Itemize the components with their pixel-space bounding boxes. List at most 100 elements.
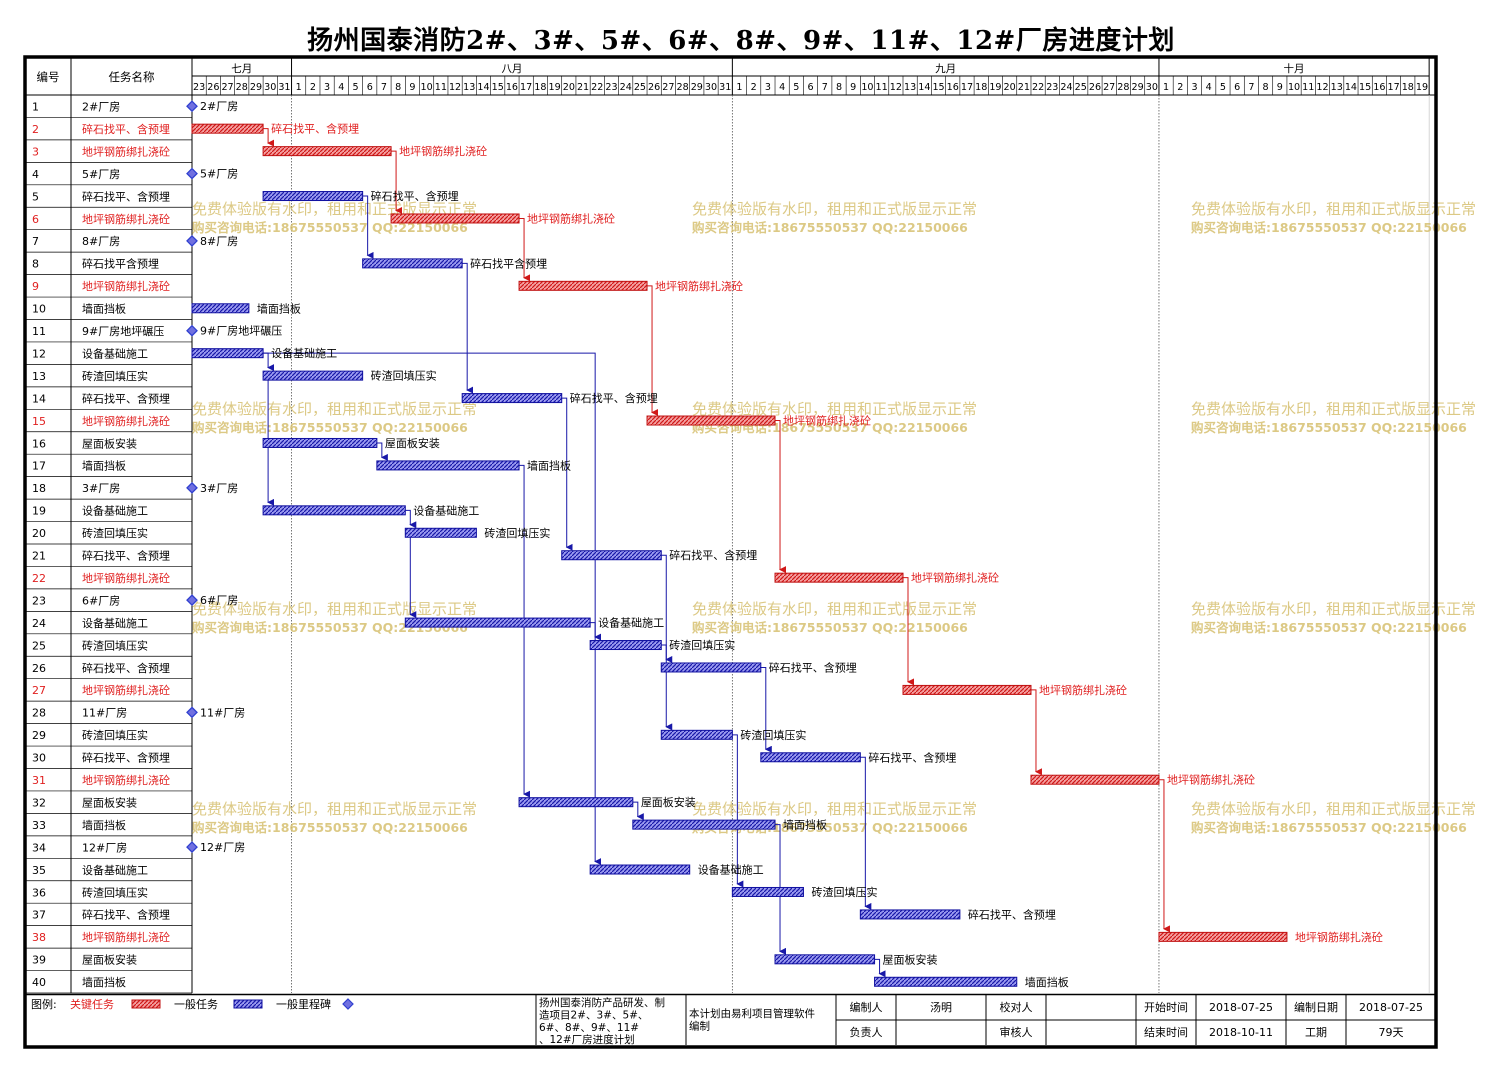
day-tick: 18 <box>1402 82 1414 93</box>
task-bar-16 <box>262 437 378 448</box>
start-value: 2018-07-25 <box>1209 1001 1273 1014</box>
row-task-name: 墙面挡板 <box>82 302 126 316</box>
day-tick: 28 <box>1117 82 1129 93</box>
row-id: 3 <box>32 145 39 158</box>
day-tick: 11 <box>876 82 888 93</box>
day-tick: 4 <box>1206 82 1212 93</box>
task-bar-35 <box>589 864 691 875</box>
task-bar-label: 砖渣回填压实 <box>669 638 735 652</box>
row-task-name: 碎石找平、含预埋 <box>82 661 170 675</box>
milestone-label: 12#厂房 <box>200 841 245 854</box>
month-label: 十月 <box>1284 62 1305 75</box>
task-bar-8 <box>362 258 463 269</box>
row-id: 20 <box>32 527 46 540</box>
row-id: 31 <box>32 774 46 787</box>
checker-label: 校对人 <box>1000 1000 1033 1014</box>
row-id: 27 <box>32 684 46 697</box>
day-tick: 15 <box>492 82 504 93</box>
task-bar-14 <box>461 393 563 404</box>
row-task-name: 地坪钢筋绑扎浇砼 <box>82 212 170 226</box>
day-tick: 12 <box>449 82 461 93</box>
row-id: 36 <box>32 886 46 899</box>
row-id: 38 <box>32 931 46 944</box>
row-task-name: 设备基础施工 <box>82 863 148 877</box>
task-bar-label: 砖渣回填压实 <box>484 526 550 540</box>
day-tick: 19 <box>1416 82 1428 93</box>
day-tick: 8 <box>395 82 401 93</box>
task-bar-label: 设备基础施工 <box>698 863 764 877</box>
day-tick: 6 <box>808 82 814 93</box>
row-task-name: 8#厂房 <box>82 235 120 248</box>
row-id: 35 <box>32 864 46 877</box>
day-tick: 19 <box>549 82 561 93</box>
compiler-value: 汤明 <box>930 1000 952 1014</box>
row-id: 22 <box>32 572 46 585</box>
day-tick: 12 <box>890 82 902 93</box>
task-bar-36 <box>731 886 804 897</box>
task-bar-38 <box>1158 931 1288 942</box>
row-task-name: 2#厂房 <box>82 101 120 114</box>
task-bar-label: 设备基础施工 <box>598 616 664 630</box>
day-tick: 13 <box>904 82 916 93</box>
row-id: 10 <box>32 303 46 316</box>
task-bar-label: 屋面板安装 <box>883 952 938 966</box>
task-bar-label: 地坪钢筋绑扎浇砼 <box>1039 683 1127 697</box>
dependency-arrow <box>647 285 659 417</box>
row-task-name: 碎石找平、含预埋 <box>82 391 170 405</box>
dependency-arrow <box>661 644 673 731</box>
row-task-name: 墙面挡板 <box>82 975 126 989</box>
day-tick: 23 <box>193 82 205 93</box>
row-task-name: 11#厂房 <box>82 707 127 720</box>
task-bar-32 <box>518 797 634 808</box>
dependency-arrow <box>775 824 787 955</box>
day-tick: 31 <box>719 82 731 93</box>
row-id: 37 <box>32 909 46 922</box>
dependency-arrow <box>405 509 417 529</box>
watermark-line1: 免费体验版有水印，租用和正式版显示正常 <box>192 400 477 418</box>
dependency-arrow <box>519 217 531 282</box>
day-tick: 6 <box>367 82 373 93</box>
milestone-marker <box>186 324 198 337</box>
row-task-name: 地坪钢筋绑扎浇砼 <box>82 144 170 158</box>
day-tick: 25 <box>634 82 646 93</box>
task-bar-21 <box>561 550 662 561</box>
milestone-marker <box>186 481 198 494</box>
watermark-line1: 免费体验版有水印，租用和正式版显示正常 <box>1191 600 1476 618</box>
reviewer-label: 审核人 <box>1000 1025 1033 1039</box>
task-bar-label: 地坪钢筋绑扎浇砼 <box>527 211 615 225</box>
task-bar-24 <box>404 617 591 628</box>
task-bar-label: 设备基础施工 <box>413 503 479 517</box>
row-id: 6 <box>32 213 39 226</box>
day-tick: 2 <box>1177 82 1183 93</box>
row-id: 39 <box>32 954 46 967</box>
watermark-line1: 免费体验版有水印，租用和正式版显示正常 <box>192 800 477 818</box>
header-no: 编号 <box>37 70 60 84</box>
task-bar-15 <box>646 415 776 426</box>
day-tick: 3 <box>1191 82 1197 93</box>
day-tick: 23 <box>1046 82 1058 93</box>
task-bar-label: 砖渣回填压实 <box>740 728 806 742</box>
dependency-arrow <box>860 756 872 910</box>
milestone-marker <box>186 594 198 607</box>
task-bar-39 <box>774 954 876 965</box>
task-bar-label: 墙面挡板 <box>257 301 301 315</box>
day-tick: 10 <box>861 82 873 93</box>
row-id: 32 <box>32 796 46 809</box>
dependency-arrow <box>1158 779 1170 933</box>
milestone-marker <box>186 841 198 853</box>
row-task-name: 砖渣回填压实 <box>82 526 148 540</box>
day-tick: 15 <box>1359 82 1371 93</box>
footer-project-name: 扬州国泰消防产品研发、制造项目2#、3#、5#、 6#、8#、9#、11#、12#… <box>539 996 665 1046</box>
task-bar-2 <box>191 123 264 134</box>
day-tick: 8 <box>836 82 842 93</box>
row-id: 33 <box>32 819 46 832</box>
task-bar-label: 地坪钢筋绑扎浇砼 <box>655 279 743 293</box>
row-id: 34 <box>32 841 46 854</box>
watermark-line2: 购买咨询电话:18675550537 QQ:22150066 <box>192 420 468 435</box>
row-id: 11 <box>32 325 46 338</box>
row-id: 29 <box>32 729 46 742</box>
row-id: 19 <box>32 505 46 518</box>
task-bar-label: 地坪钢筋绑扎浇砼 <box>911 571 999 585</box>
day-tick: 20 <box>563 82 575 93</box>
task-bar-label: 设备基础施工 <box>271 346 337 360</box>
